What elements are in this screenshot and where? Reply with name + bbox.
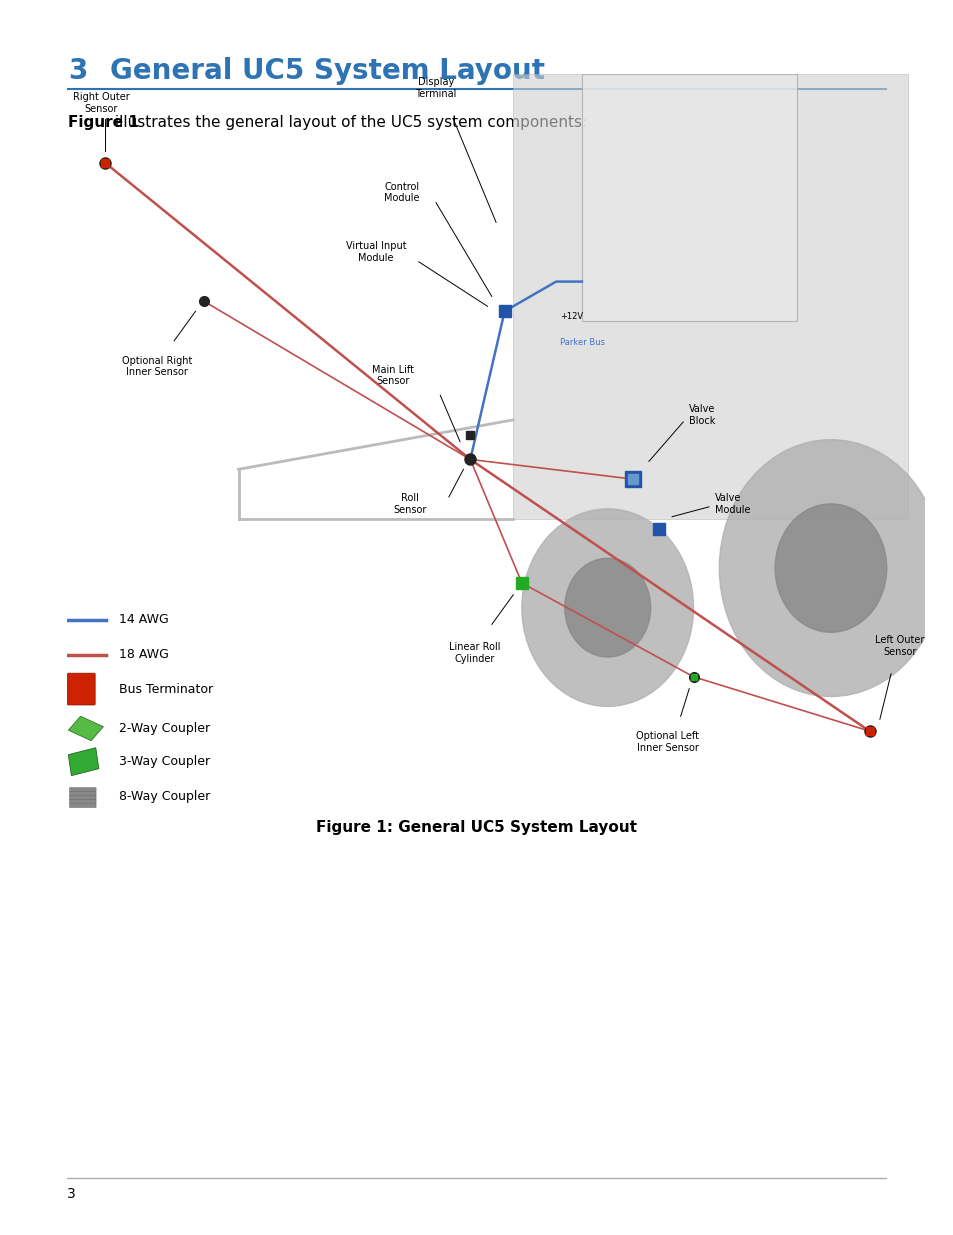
Text: Figure 1: Figure 1 xyxy=(68,115,138,130)
Circle shape xyxy=(521,509,693,706)
Text: Parker Bus: Parker Bus xyxy=(560,338,605,347)
Text: Display
Terminal: Display Terminal xyxy=(415,78,456,99)
Text: Optional Left
Inner Sensor: Optional Left Inner Sensor xyxy=(636,731,699,752)
FancyBboxPatch shape xyxy=(68,673,95,705)
Text: Left Outer
Sensor: Left Outer Sensor xyxy=(874,636,923,657)
Text: Control
Module: Control Module xyxy=(383,182,419,204)
Text: Optional Right
Inner Sensor: Optional Right Inner Sensor xyxy=(122,356,192,377)
Text: 14 AWG: 14 AWG xyxy=(118,614,169,626)
Text: Valve
Module: Valve Module xyxy=(715,493,750,515)
FancyBboxPatch shape xyxy=(70,795,96,799)
Text: Figure 1: General UC5 System Layout: Figure 1: General UC5 System Layout xyxy=(316,820,637,835)
Text: 8-Way Coupler: 8-Way Coupler xyxy=(118,790,210,803)
Text: Right Outer
Sensor: Right Outer Sensor xyxy=(72,93,130,114)
Polygon shape xyxy=(581,74,796,321)
Text: 2-Way Coupler: 2-Way Coupler xyxy=(118,722,210,735)
Text: Main Lift
Sensor: Main Lift Sensor xyxy=(372,364,414,387)
Circle shape xyxy=(719,440,942,697)
FancyBboxPatch shape xyxy=(70,799,96,804)
FancyBboxPatch shape xyxy=(70,804,96,808)
Text: 3: 3 xyxy=(68,57,88,85)
Polygon shape xyxy=(69,747,99,776)
Text: Valve
Block: Valve Block xyxy=(688,404,715,426)
Text: Linear Roll
Cylinder: Linear Roll Cylinder xyxy=(449,642,499,663)
Text: 3-Way Coupler: 3-Way Coupler xyxy=(118,755,210,768)
Text: Virtual Input
Module: Virtual Input Module xyxy=(345,241,406,263)
FancyBboxPatch shape xyxy=(70,788,96,792)
Text: +12V: +12V xyxy=(560,311,583,321)
Text: 3: 3 xyxy=(67,1187,75,1200)
FancyBboxPatch shape xyxy=(70,792,96,795)
Circle shape xyxy=(774,504,886,632)
Polygon shape xyxy=(69,716,103,741)
Text: Bus Terminator: Bus Terminator xyxy=(118,683,213,695)
Text: illustrates the general layout of the UC5 system components:: illustrates the general layout of the UC… xyxy=(110,115,586,130)
Circle shape xyxy=(564,558,650,657)
Text: General UC5 System Layout: General UC5 System Layout xyxy=(110,57,544,85)
Text: Roll
Sensor: Roll Sensor xyxy=(394,493,426,515)
Polygon shape xyxy=(513,74,907,519)
Text: 18 AWG: 18 AWG xyxy=(118,648,169,662)
